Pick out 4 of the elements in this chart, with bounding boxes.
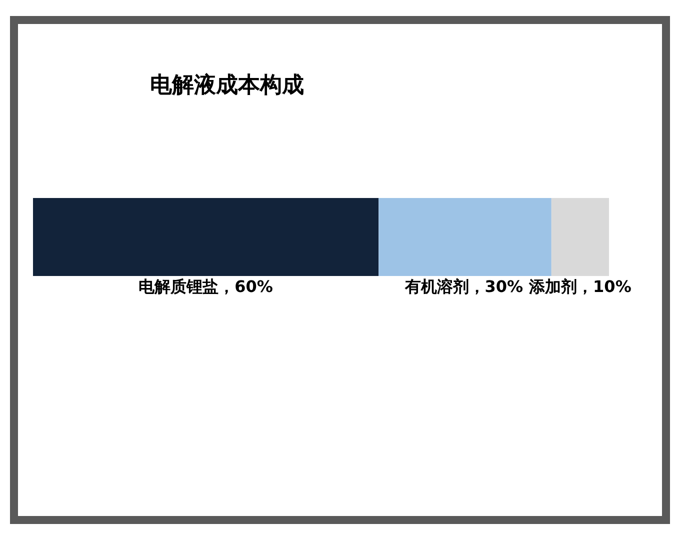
chart-title: 电解液成本构成: [150, 72, 304, 98]
data-label: 有机溶剂，30%: [404, 277, 524, 296]
data-label: 添加剂，10%: [528, 277, 632, 296]
data-label: 电解质锂盐，60%: [138, 277, 273, 296]
